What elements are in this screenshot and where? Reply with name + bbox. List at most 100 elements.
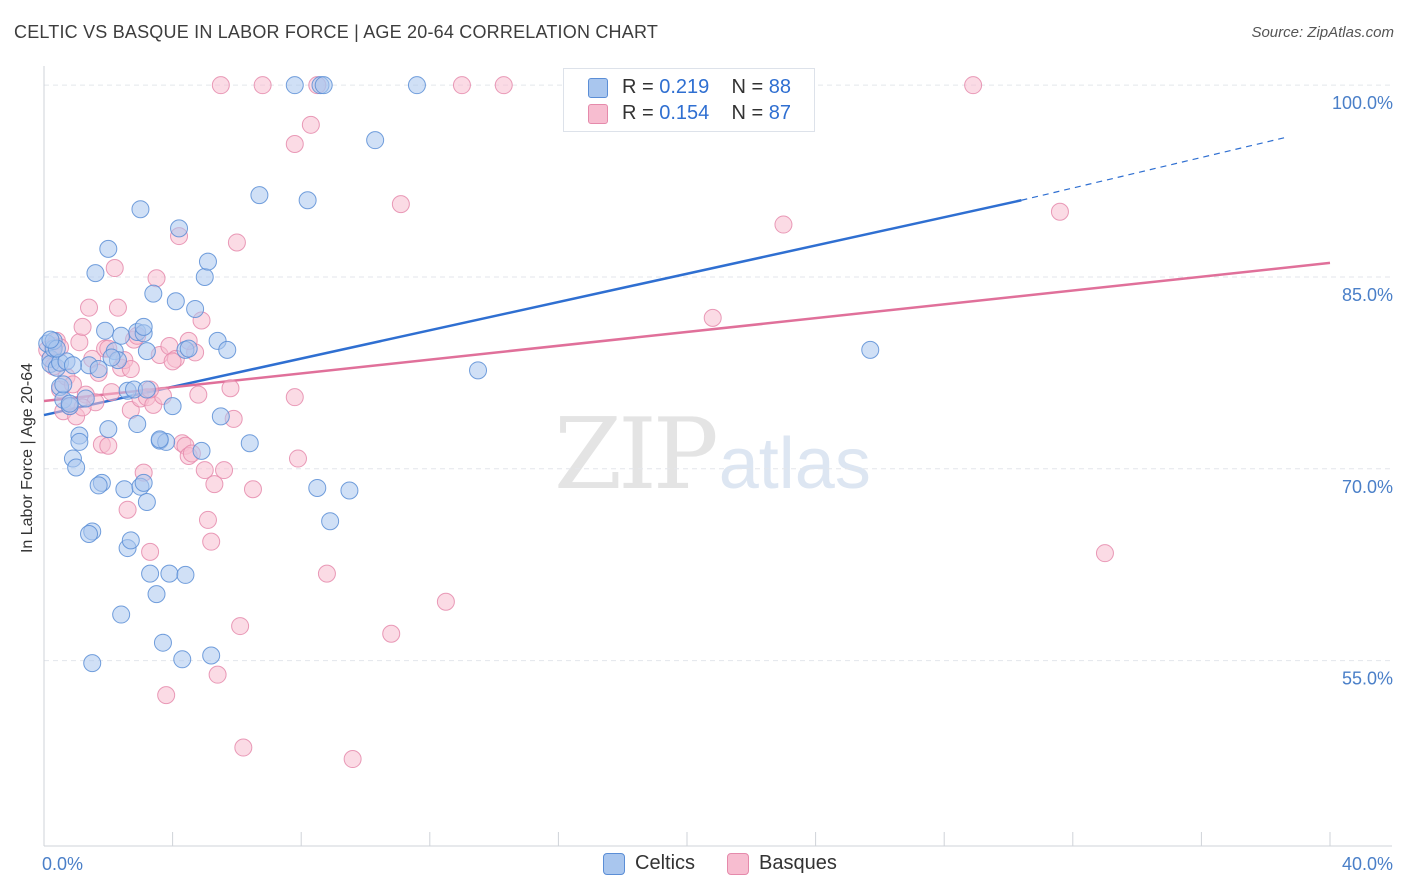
celtics-point [202, 646, 221, 665]
basques-point [703, 308, 722, 327]
basques-point [382, 624, 401, 643]
celtics-point [86, 264, 105, 283]
celtics-point [321, 512, 340, 531]
celtics-point [89, 360, 108, 379]
celtics-r-label: R = [622, 76, 654, 98]
basques-point [436, 592, 455, 611]
celtics-point [407, 76, 426, 95]
basques-point [189, 385, 208, 404]
gridlines [44, 84, 1392, 662]
celtics-n-label: N = [731, 76, 764, 98]
basques-point [964, 76, 983, 95]
basques-point [774, 215, 793, 234]
celtics-point [63, 356, 82, 375]
basques-point [118, 500, 137, 519]
data-points [38, 76, 1114, 769]
celtics-point [137, 493, 156, 512]
celtics-point [192, 441, 211, 460]
celtics-legend-label: Celtics [635, 852, 696, 874]
celtics-point [195, 267, 214, 286]
basques-point [102, 383, 121, 402]
basques-point [231, 617, 250, 636]
basques-point [1050, 202, 1069, 221]
basques-point [234, 738, 253, 757]
basques-point [108, 298, 127, 317]
basques-point [1095, 544, 1114, 563]
celtics-point [179, 339, 198, 358]
basques-point [198, 510, 217, 529]
basques-point [105, 259, 124, 278]
chart-title: CELTIC VS BASQUE IN LABOR FORCE | AGE 20… [14, 22, 659, 42]
celtics-point [166, 292, 185, 311]
celtics-n-value: 88 [768, 76, 792, 98]
celtics-point [218, 340, 237, 359]
celtics-point [314, 76, 333, 95]
basques-point [285, 135, 304, 153]
celtics-point [153, 633, 172, 652]
basques-point [121, 360, 140, 379]
celtics-point [121, 531, 140, 550]
y-tick-label: 70.0% [1342, 477, 1393, 497]
celtics-point [137, 380, 156, 399]
celtics-swatch [588, 78, 608, 98]
celtics-point [80, 525, 99, 543]
basques-point [221, 379, 240, 398]
celtics-point [308, 478, 327, 497]
basques-r-value: 0.154 [659, 102, 710, 124]
celtics-trend-line [43, 199, 1022, 417]
tick-labels: 100.0% 85.0% 70.0% 55.0% 0.0% 40.0% [42, 93, 1393, 874]
basques-trend-line [43, 261, 1331, 403]
y-tick-label: 100.0% [1332, 93, 1393, 113]
celtics-point [144, 284, 163, 303]
basques-r-label: R = [622, 102, 654, 124]
source-credit: Source: ZipAtlas.com [1251, 24, 1394, 41]
basques-swatch [588, 104, 608, 124]
basques-point [452, 76, 471, 95]
basques-n-label: N = [731, 102, 764, 124]
watermark-zip: ZIP [554, 398, 719, 512]
celtics-point [285, 76, 304, 95]
basques-point [70, 333, 89, 352]
celtics-point [173, 650, 192, 669]
basques-point [391, 195, 410, 214]
axes [43, 66, 1392, 847]
celtics-point [147, 585, 166, 604]
watermark-atlas: atlas [718, 424, 871, 504]
trend-lines [43, 137, 1331, 417]
celtics-point [54, 375, 73, 394]
basques-point [202, 532, 221, 551]
basques-point [195, 461, 214, 480]
celtics-point [160, 564, 179, 583]
celtics-point [366, 131, 385, 150]
basques-point [141, 542, 160, 561]
celtics-point [115, 480, 134, 499]
basques-point [227, 233, 246, 252]
celtics-point [170, 219, 189, 238]
basques-legend-swatch [727, 853, 749, 875]
celtics-point [250, 186, 269, 205]
basques-legend-label: Basques [759, 852, 837, 874]
y-tick-label: 55.0% [1342, 669, 1393, 689]
celtics-point [99, 420, 118, 439]
basques-point [343, 750, 362, 769]
basques-point [157, 686, 176, 705]
basques-point [205, 475, 224, 494]
celtics-point [298, 191, 317, 210]
celtics-point [211, 407, 230, 426]
celtics-point [176, 565, 195, 584]
stats-legend: R = 0.219 N = 88 R = 0.154 N = 87 [563, 68, 815, 132]
celtics-point [112, 326, 131, 345]
celtics-point [137, 342, 156, 361]
celtics-point [83, 654, 102, 673]
celtics-point [76, 389, 95, 408]
celtics-point [340, 481, 359, 500]
celtics-point [131, 200, 150, 219]
celtics-point [134, 473, 153, 492]
celtics-point [240, 434, 259, 453]
basques-point [163, 352, 182, 371]
celtics-point [112, 605, 131, 624]
x-tick-label: 40.0% [1342, 854, 1393, 874]
celtics-point [99, 239, 118, 258]
celtics-point [89, 476, 108, 495]
celtics-r-value: 0.219 [659, 76, 710, 98]
